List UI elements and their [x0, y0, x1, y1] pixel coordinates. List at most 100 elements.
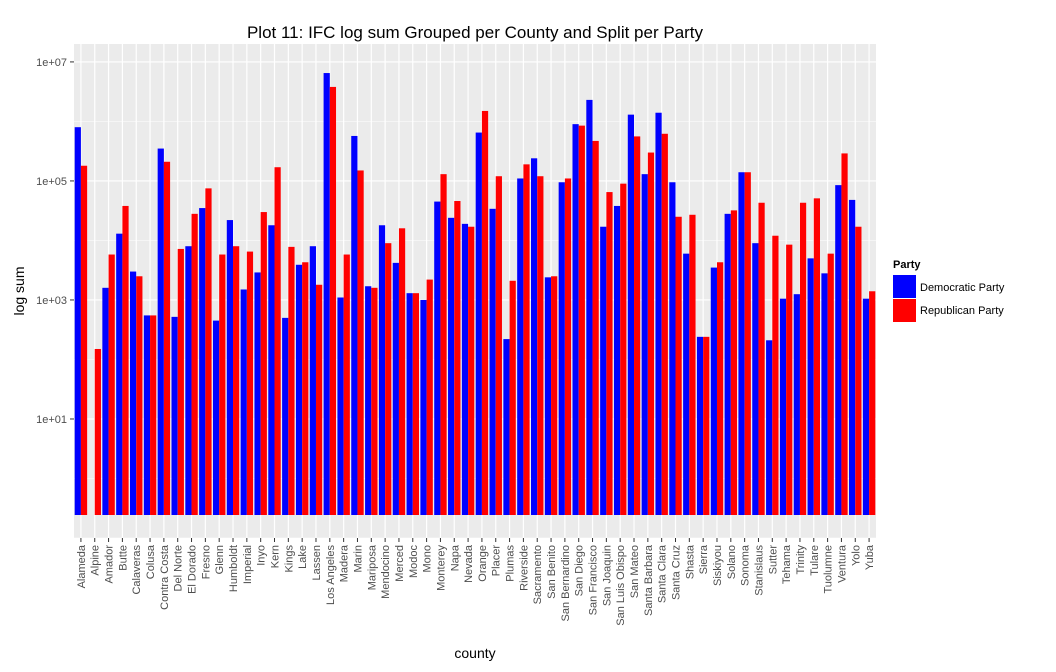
bar-democratic-party-calaveras [130, 271, 137, 515]
x-tick-label: Sonoma [740, 544, 752, 586]
x-tick-label: San Luis Obispo [615, 545, 627, 626]
x-tick-label: Yolo [850, 545, 862, 566]
x-tick-label: Stanislaus [753, 545, 765, 596]
bar-democratic-party-fresno [199, 208, 206, 515]
x-tick-label: Amador [104, 545, 116, 584]
x-tick-label: Inyo [256, 545, 268, 566]
bar-republican-party-alpine [94, 348, 101, 515]
bar-republican-party-san-francisco [592, 140, 599, 515]
bar-democratic-party-san-diego [572, 124, 579, 515]
bar-democratic-party-glenn [212, 320, 220, 515]
x-tick-label: Trinity [795, 545, 807, 575]
bar-democratic-party-santa-cruz [669, 182, 676, 515]
bar-republican-party-trinity [799, 202, 807, 515]
bar-republican-party-napa [454, 201, 461, 516]
bar-democratic-party-sacramento [531, 158, 538, 515]
bar-democratic-party-yuba [862, 298, 870, 515]
bar-republican-party-sonoma [744, 172, 751, 516]
y-tick-label: 1e+03 [36, 295, 67, 307]
bar-democratic-party-plumas [503, 339, 510, 515]
bar-democratic-party-modoc [406, 293, 413, 515]
bar-republican-party-santa-barbara [647, 152, 655, 516]
x-tick-label: Shasta [684, 544, 696, 579]
bar-democratic-party-humboldt [226, 220, 234, 515]
bar-republican-party-yuba [869, 291, 876, 515]
bar-republican-party-madera [343, 254, 350, 515]
bar-republican-party-placer [495, 176, 502, 515]
x-tick-label: Madera [339, 544, 351, 582]
legend: Party Democratic Party Republican Party [893, 259, 1005, 322]
y-axis-title: log sum [11, 266, 27, 315]
bar-republican-party-riverside [523, 164, 530, 516]
x-tick-label: Fresno [200, 545, 212, 579]
y-tick-label: 1e+07 [36, 57, 67, 69]
legend-label-democratic-party: Democratic Party [920, 282, 1005, 294]
x-tick-label: San Diego [574, 545, 586, 596]
bar-republican-party-san-bernardino [564, 178, 572, 515]
bar-democratic-party-alameda [74, 127, 81, 515]
bar-democratic-party-lake [295, 264, 303, 515]
bar-democratic-party-solano [724, 213, 731, 515]
x-tick-label: Humboldt [228, 545, 240, 592]
x-tick-label: Sutter [767, 545, 779, 575]
bar-republican-party-fresno [205, 188, 212, 515]
bar-democratic-party-santa-clara [655, 112, 662, 516]
x-tick-label: Yuba [864, 544, 876, 570]
x-tick-label: Santa Clara [657, 544, 669, 603]
bar-republican-party-el-dorado [191, 213, 198, 515]
bar-republican-party-san-joaquin [606, 192, 613, 516]
bar-republican-party-santa-clara [661, 133, 668, 516]
x-tick-label: Mendocino [380, 545, 392, 599]
bar-republican-party-modoc [412, 293, 419, 515]
x-tick-label: Imperial [242, 545, 254, 584]
bar-republican-party-orange [481, 110, 489, 516]
legend-key-republican-party [893, 299, 916, 322]
bar-democratic-party-amador [102, 287, 109, 515]
bar-democratic-party-madera [337, 297, 344, 515]
bar-republican-party-humboldt [233, 246, 240, 515]
x-tick-label: San Bernardino [560, 545, 572, 621]
bar-republican-party-tuolumne [827, 253, 834, 516]
x-tick-label: Santa Barbara [643, 544, 655, 616]
bar-democratic-party-el-dorado [185, 246, 192, 515]
y-axis-ticks: 1e+01 1e+03 1e+05 1e+07 [36, 57, 74, 426]
x-tick-label: Kings [283, 545, 295, 573]
x-axis-ticks: Alameda Alpine Amador Butte Calaveras Colusa C… [76, 538, 876, 626]
bar-republican-party-lake [302, 262, 309, 515]
x-tick-label: Colusa [145, 544, 157, 579]
bar-democratic-party-merced [392, 262, 399, 515]
bar-republican-party-ventura [841, 153, 848, 515]
bar-democratic-party-tuolumne [821, 273, 828, 515]
x-tick-label: Santa Cruz [671, 545, 683, 600]
bar-democratic-party-lassen [309, 246, 316, 515]
x-tick-label: Alpine [90, 545, 102, 576]
x-tick-label: Mono [422, 545, 434, 573]
bar-democratic-party-siskiyou [710, 267, 717, 515]
bar-democratic-party-kern [268, 225, 275, 515]
x-tick-label: Tuolumne [823, 545, 835, 594]
bar-republican-party-mono [426, 279, 433, 515]
bar-republican-party-sierra [703, 336, 710, 515]
bar-democratic-party-ventura [835, 185, 842, 515]
bar-republican-party-colusa [150, 315, 157, 515]
x-tick-label: Calaveras [131, 545, 143, 595]
bar-republican-party-calaveras [136, 276, 143, 515]
bar-republican-party-santa-cruz [675, 216, 682, 515]
bar-democratic-party-santa-barbara [641, 174, 648, 515]
bar-republican-party-stanislaus [758, 202, 765, 515]
bar-republican-party-kings [288, 246, 295, 515]
bar-democratic-party-san-francisco [586, 99, 593, 516]
bar-republican-party-yolo [855, 226, 862, 515]
x-tick-label: Marin [352, 545, 364, 573]
bar-democratic-party-trinity [793, 294, 800, 515]
bar-republican-party-san-luis-obispo [620, 183, 627, 515]
bar-republican-party-mendocino [385, 243, 392, 515]
legend-label-republican-party: Republican Party [920, 305, 1004, 317]
x-tick-label: Glenn [214, 545, 226, 574]
bar-democratic-party-inyo [254, 272, 261, 515]
bar-democratic-party-del-norte [171, 316, 178, 515]
bar-democratic-party-sutter [766, 340, 773, 515]
bar-republican-party-contra-costa [163, 161, 171, 516]
bar-democratic-party-imperial [240, 289, 247, 515]
x-tick-label: Modoc [408, 545, 420, 579]
